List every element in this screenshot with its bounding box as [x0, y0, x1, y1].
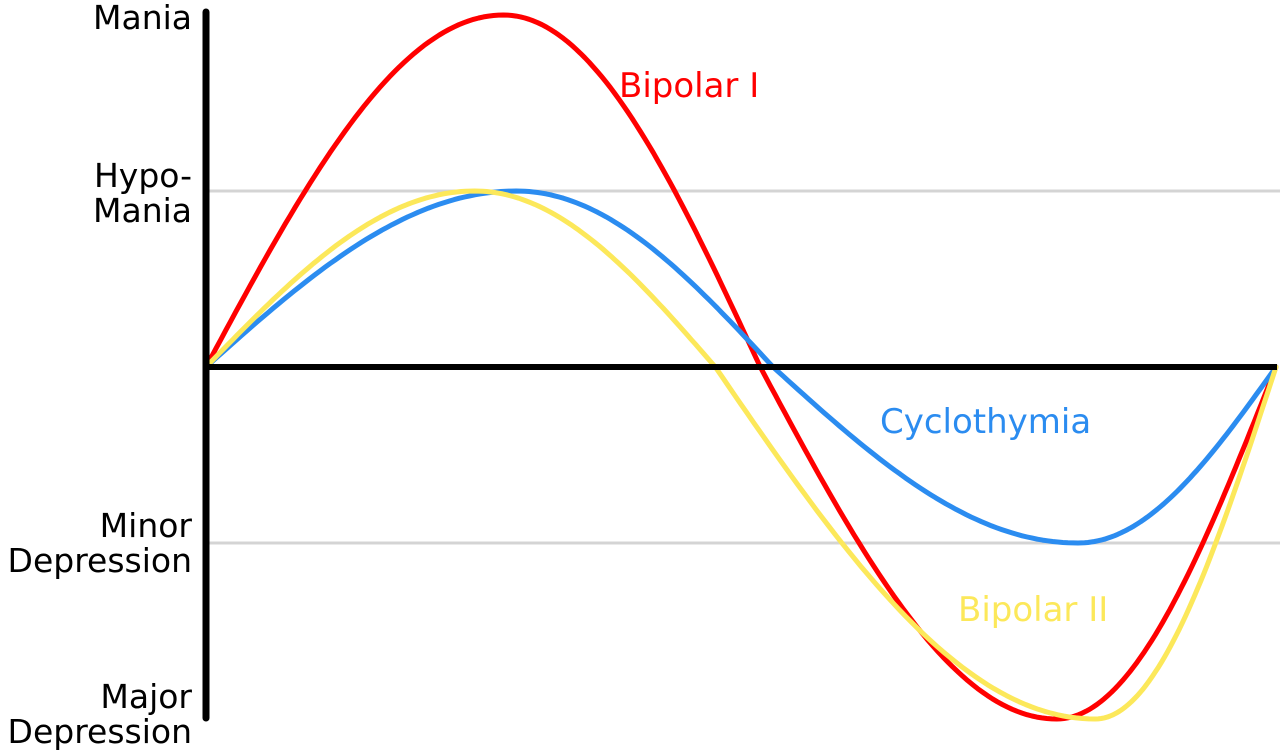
- y-label-hypomania: Hypo- Mania: [93, 156, 192, 230]
- series-label-bipolar-i: Bipolar I: [619, 66, 760, 106]
- series-label-cyclothymia: Cyclothymia: [880, 402, 1092, 442]
- series-line-bipolar-ii: [203, 188, 1279, 722]
- y-label-minor-depression: Minor Depression: [7, 506, 192, 580]
- y-label-mania: Mania: [93, 0, 192, 37]
- series-label-bipolar-ii: Bipolar II: [958, 590, 1109, 630]
- y-label-major-depression: Major Depression: [7, 677, 192, 751]
